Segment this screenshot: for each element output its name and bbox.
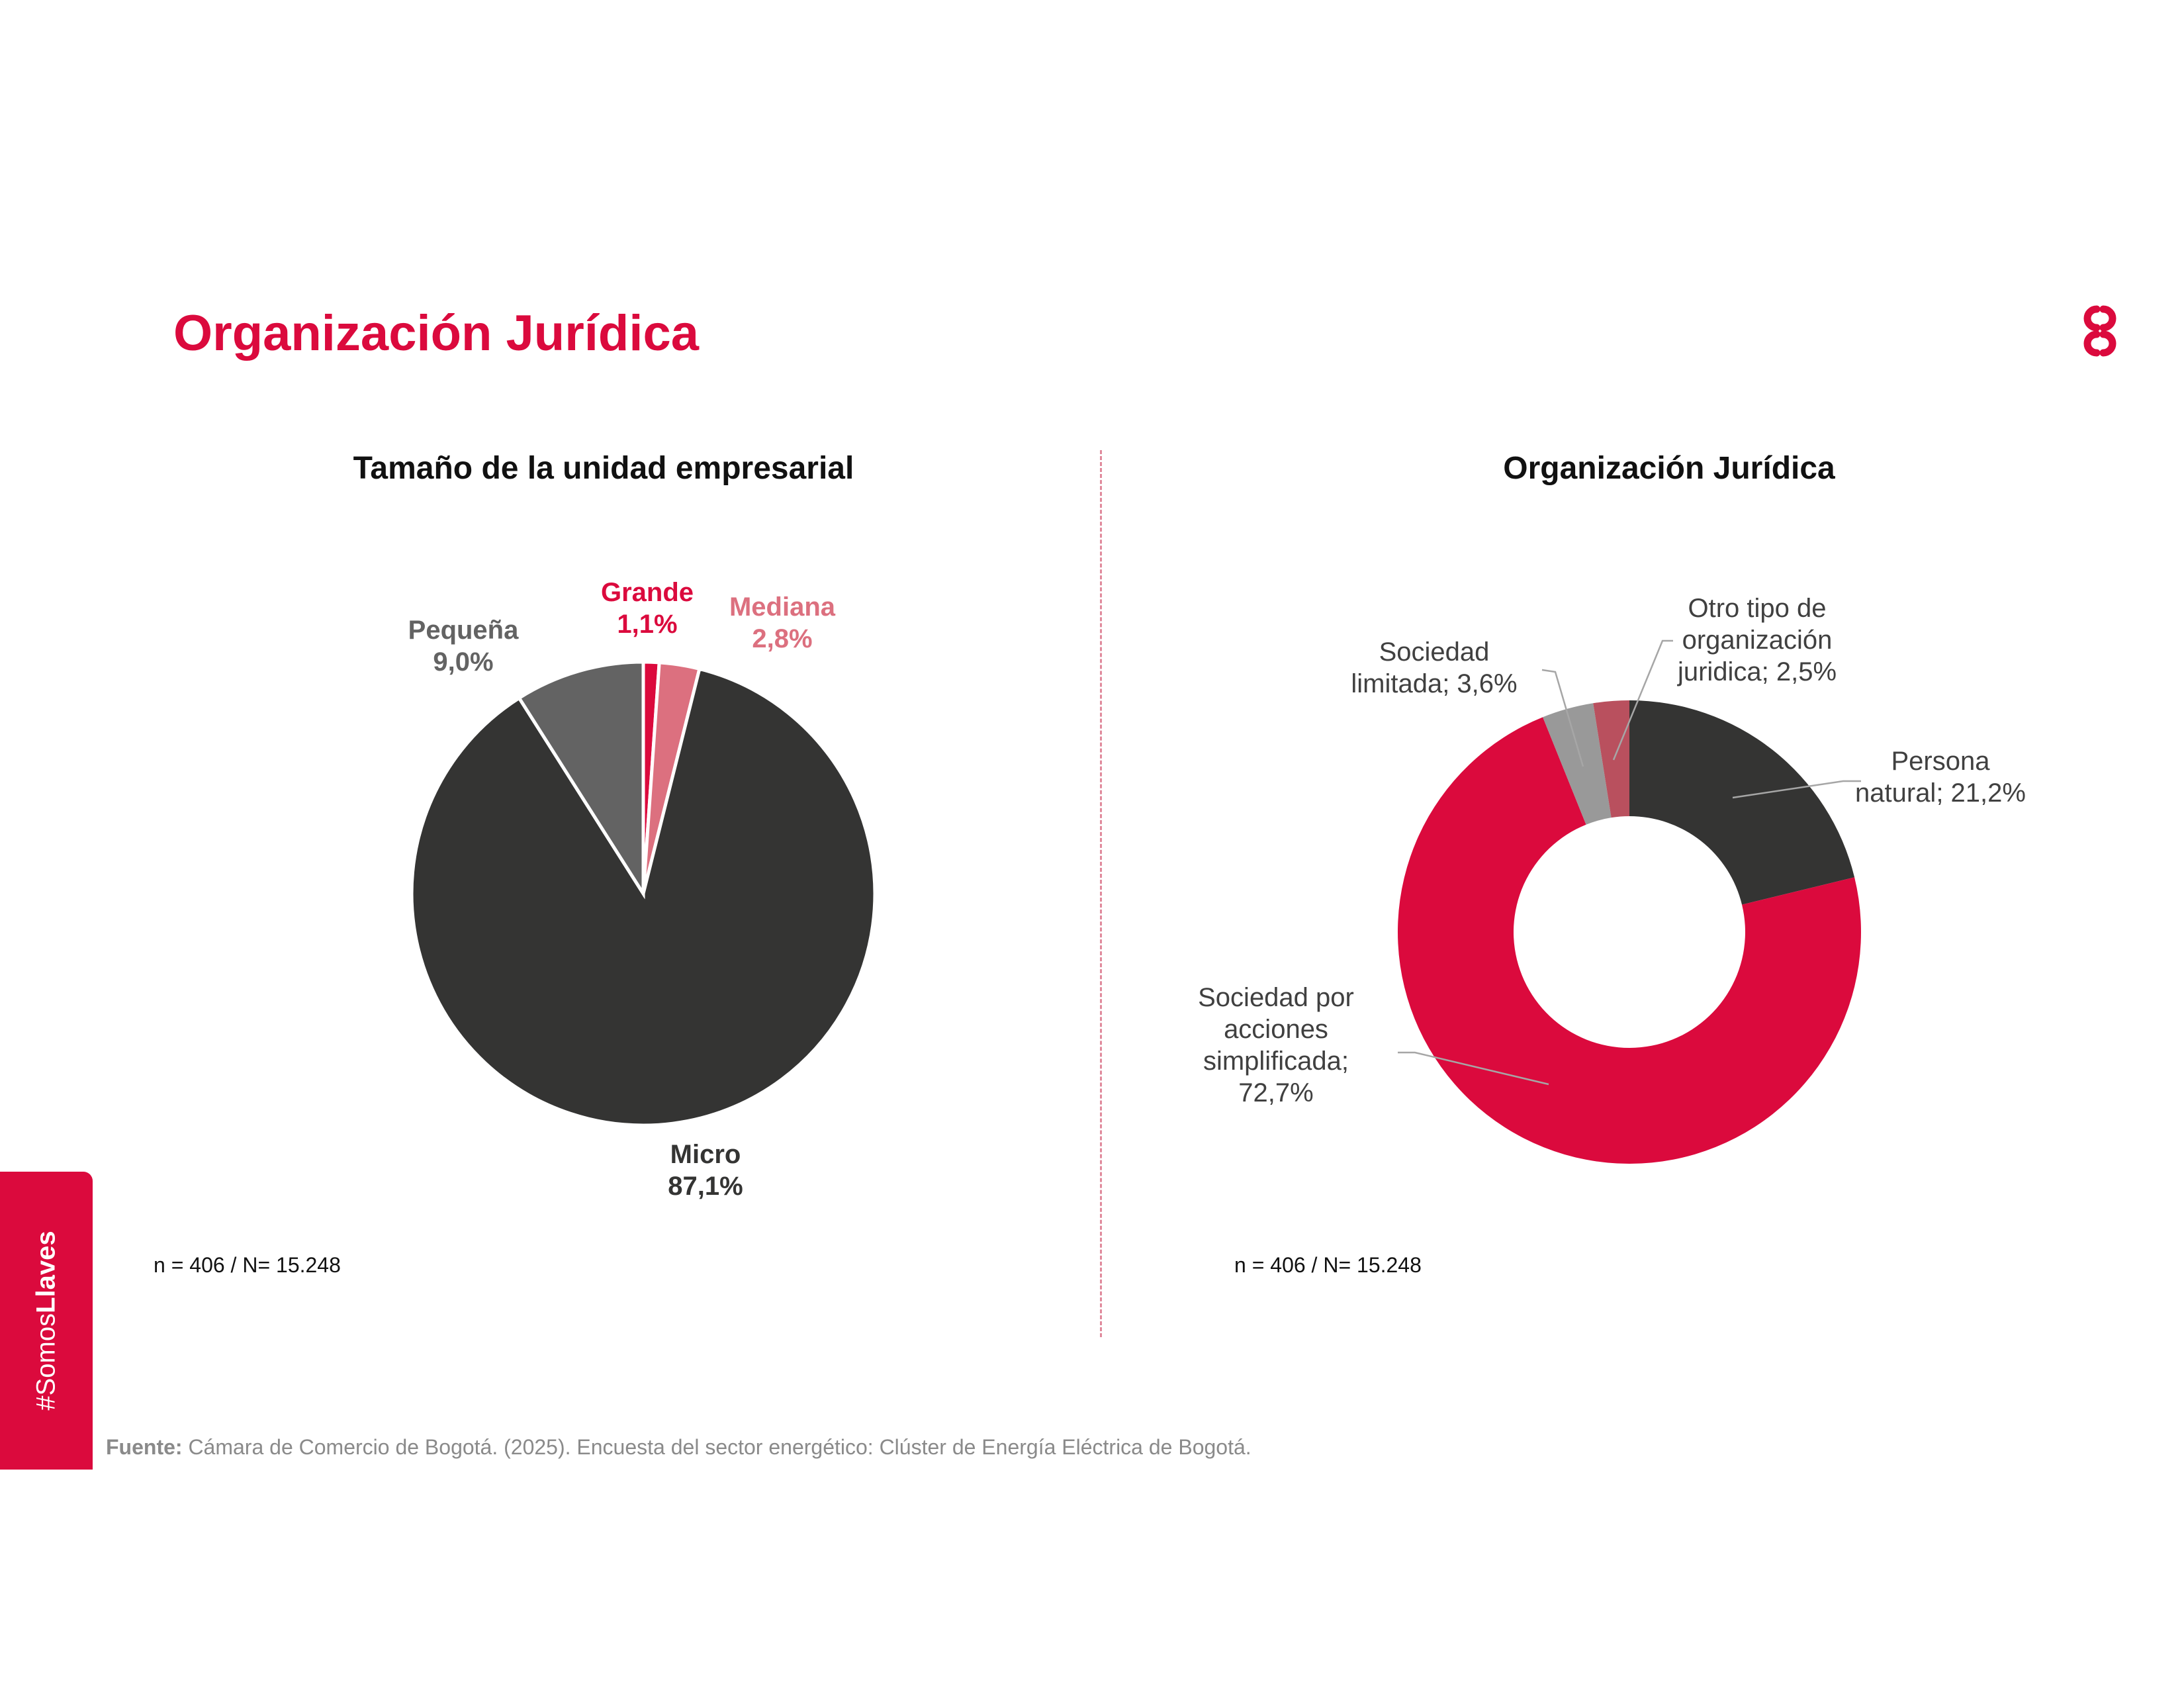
pie-label-micro: Micro 87,1% bbox=[668, 1140, 743, 1201]
donut-label-line: simplificada; bbox=[1203, 1047, 1349, 1076]
ccb-logo-icon bbox=[2083, 305, 2116, 357]
donut-leader-sociedad-limitada bbox=[1541, 669, 1584, 767]
donut-label-sociedad-limitada: Sociedad limitada; 3,6% bbox=[1351, 637, 1517, 698]
pie-label-value: 1,1% bbox=[617, 610, 677, 639]
donut-label-line: juridica; 2,5% bbox=[1677, 657, 1837, 686]
somos-llaves-tab: #SomosLlaves bbox=[0, 1172, 93, 1470]
source-label: Fuente: bbox=[106, 1435, 183, 1459]
donut-label-line: 72,7% bbox=[1238, 1078, 1313, 1107]
donut-label-line: natural; 21,2% bbox=[1855, 778, 2026, 808]
donut-chart-title: Organización Jurídica bbox=[1503, 451, 1835, 486]
donut-leader-otro-tipo-de-organizacion-juridica bbox=[1612, 639, 1673, 761]
side-tab-bold: Llaves bbox=[31, 1231, 61, 1313]
pie-label-name: Micro bbox=[670, 1140, 741, 1169]
donut-slice-sociedad-por-acciones-simplificada bbox=[1398, 717, 1861, 1164]
pie-slice-micro bbox=[410, 667, 877, 1127]
donut-slice-sociedad-limitada bbox=[1543, 703, 1612, 825]
pie-label-mediana: Mediana 2,8% bbox=[729, 592, 836, 653]
legal-org-donut-chart: Persona natural; 21,2% Sociedad por accione… bbox=[1198, 594, 2026, 1164]
donut-label-line: acciones bbox=[1224, 1015, 1328, 1044]
donut-sample-note: n = 406 / N= 15.248 bbox=[1234, 1253, 1422, 1277]
donut-label-line: Sociedad por bbox=[1198, 983, 1354, 1012]
pie-label-value: 87,1% bbox=[668, 1172, 743, 1201]
donut-label-line: Sociedad bbox=[1379, 637, 1490, 667]
pie-chart-title: Tamaño de la unidad empresarial bbox=[353, 451, 854, 486]
donut-label-line: Persona bbox=[1891, 747, 1991, 776]
donut-slice-otro-tipo-de-organizacion-juridica bbox=[1593, 700, 1629, 818]
donut-label-line: Otro tipo de bbox=[1688, 594, 1826, 623]
pie-label-value: 2,8% bbox=[752, 624, 812, 653]
donut-label-sociedad-por-acciones-simplificada: Sociedad por acciones simplificada; 72,7% bbox=[1198, 983, 1354, 1107]
side-tab-prefix: #Somos bbox=[31, 1313, 61, 1411]
pie-label-pequena: Pequeña 9,0% bbox=[408, 616, 519, 677]
somos-llaves-text: #SomosLlaves bbox=[32, 1231, 62, 1410]
pie-label-name: Mediana bbox=[729, 592, 836, 622]
donut-slice-persona-natural bbox=[1629, 700, 1855, 905]
pie-label-grande: Grande 1,1% bbox=[601, 578, 694, 639]
donut-leader-persona-natural bbox=[1732, 780, 1861, 799]
source-note: Fuente: Cámara de Comercio de Bogotá. (2… bbox=[106, 1435, 1251, 1460]
source-text: Cámara de Comercio de Bogotá. (2025). En… bbox=[188, 1435, 1251, 1459]
donut-leader-sociedad-por-acciones-simplificada bbox=[1398, 1051, 1549, 1086]
size-pie-chart: Grande 1,1% Mediana 2,8% Micro 87,1% Pequeña 9,… bbox=[408, 578, 877, 1201]
pie-label-name: Pequeña bbox=[408, 616, 519, 645]
donut-label-persona-natural: Persona natural; 21,2% bbox=[1855, 747, 2026, 808]
page-title: Organización Jurídica bbox=[173, 305, 699, 361]
donut-label-otro-tipo-de-organizacion-juridica: Otro tipo de organización juridica; 2,5% bbox=[1677, 594, 1837, 686]
pie-sample-note: n = 406 / N= 15.248 bbox=[154, 1253, 341, 1277]
donut-label-line: limitada; 3,6% bbox=[1351, 669, 1517, 698]
pie-label-value: 9,0% bbox=[433, 647, 493, 677]
donut-label-line: organización bbox=[1682, 626, 1833, 655]
pie-slice-pequena bbox=[517, 660, 645, 900]
chart-divider bbox=[1100, 450, 1102, 1337]
pie-label-name: Grande bbox=[601, 578, 694, 607]
